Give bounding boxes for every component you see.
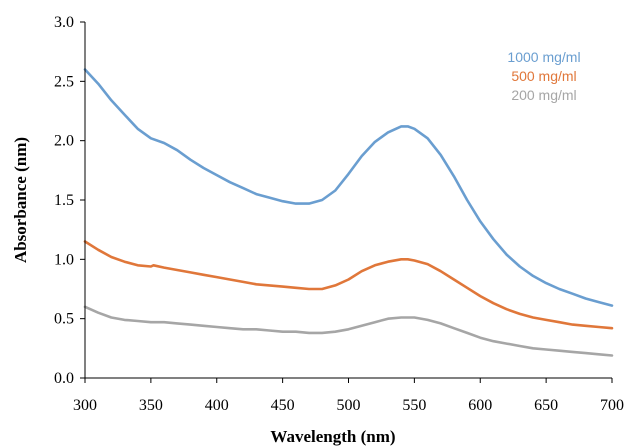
series-line-2 — [83, 305, 614, 357]
series-layer — [83, 68, 614, 357]
y-axis-title: Absorbance (nm) — [11, 137, 30, 263]
y-tick-label: 1.5 — [54, 192, 74, 209]
legend-entry: 1000 mg/ml — [507, 49, 580, 65]
x-tick-label: 450 — [271, 397, 295, 414]
y-tick-label: 2.5 — [54, 73, 74, 90]
x-tick-label: 300 — [73, 397, 97, 414]
y-tick-label: 1.0 — [54, 251, 74, 268]
x-tick-label: 700 — [600, 397, 624, 414]
x-tick-label: 400 — [205, 397, 229, 414]
y-tick-label: 0.0 — [54, 370, 74, 387]
legend-entry: 200 mg/ml — [511, 87, 576, 103]
x-ticks: 300 350 400 450 500 550 600 650 700 — [73, 378, 624, 414]
x-tick-label: 600 — [468, 397, 492, 414]
x-tick-label: 650 — [534, 397, 558, 414]
legend: 1000 mg/ml 500 mg/ml 200 mg/ml — [507, 49, 580, 103]
y-tick-label: 2.0 — [54, 133, 74, 150]
x-axis-title: Wavelength (nm) — [270, 427, 395, 446]
x-tick-label: 550 — [402, 397, 426, 414]
y-ticks: 0.0 0.5 1.0 1.5 2.0 2.5 3.0 — [54, 14, 85, 387]
series-line-0 — [83, 68, 614, 307]
y-tick-label: 3.0 — [54, 14, 74, 31]
y-tick-label: 0.5 — [54, 311, 74, 328]
plot-area — [85, 22, 612, 378]
legend-entry: 500 mg/ml — [511, 68, 576, 84]
x-tick-label: 350 — [139, 397, 163, 414]
series-line-1 — [83, 240, 614, 330]
x-tick-label: 500 — [337, 397, 361, 414]
